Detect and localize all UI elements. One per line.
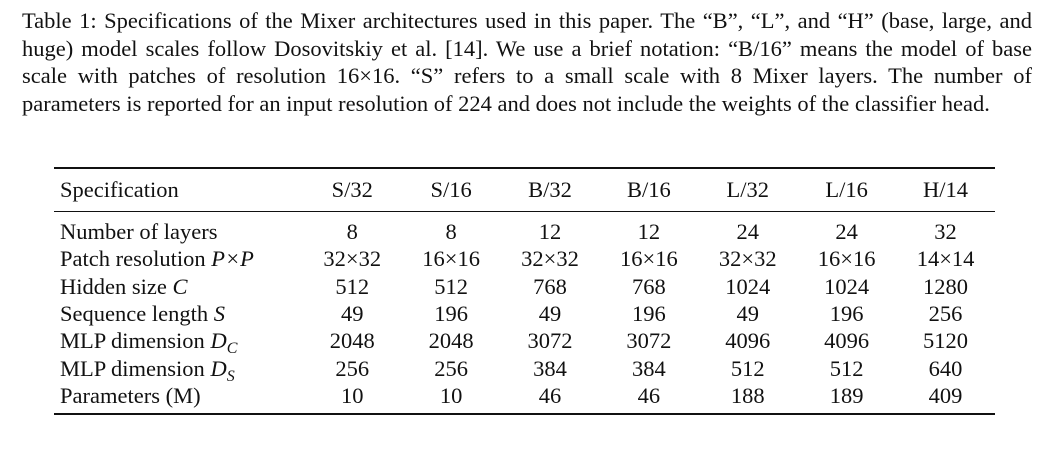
row-number-of-layers: Number of layers 8 8 12 12 24 24 32	[54, 212, 995, 246]
row-label-cell: Number of layers	[54, 212, 303, 246]
table-cell: 196	[632, 301, 666, 327]
table-cell: 196	[829, 301, 864, 327]
table-cell: 768	[632, 273, 666, 299]
table-cell: 3072	[626, 328, 672, 354]
table-cell: 409	[896, 381, 995, 416]
table-cell: 16×16	[817, 246, 876, 272]
row-math-subscript: C	[226, 340, 238, 358]
row-label: Number of layers	[60, 219, 218, 245]
table-cell: 1280	[923, 273, 969, 299]
table-cell: 256	[928, 301, 963, 327]
table-cell: 46	[599, 381, 699, 416]
row-math-symbol: C	[172, 273, 188, 299]
table-cell: 4096	[824, 328, 870, 354]
table-cell: 8	[346, 219, 358, 245]
table-cell: 24	[736, 219, 760, 245]
table-cell: 3072	[527, 328, 573, 354]
row-math-symbol: D	[210, 355, 227, 381]
row-label-cell: Sequence length S	[54, 300, 303, 327]
table-cell: 46	[500, 381, 600, 416]
row-parameters: Parameters (M) 10 10 46 46 188 189 409	[54, 381, 995, 416]
table-cell: 188	[698, 381, 798, 416]
table-cell: 49	[736, 301, 760, 327]
header-col-s32: S/32	[331, 177, 373, 202]
table-cell: 8	[445, 219, 457, 245]
table-cell: 12	[538, 219, 562, 245]
row-hidden-size: Hidden size C 512 512 768 768 1024 1024 1280	[54, 273, 995, 300]
header-col-l32: L/32	[726, 177, 770, 202]
table-cell: 24	[835, 219, 858, 245]
caption-label: Table 1:	[22, 8, 97, 33]
table-cell: 16×16	[422, 246, 480, 272]
row-mlp-dimension-ds: MLP dimension DS 256 256 384 384 512 512 640	[54, 354, 995, 385]
row-label-cell: Hidden size C	[54, 273, 303, 300]
row-mlp-dimension-dc: MLP dimension DC 2048 2048 3072 3072 4096 4096…	[54, 327, 995, 358]
table-cell: 4096	[725, 328, 771, 354]
row-label-cell: MLP dimension DC	[54, 327, 303, 358]
table-cell: 32	[934, 219, 957, 245]
row-label: Patch resolution	[60, 246, 212, 272]
table-cell: 16×16	[620, 246, 678, 272]
specifications-table: Specification S/32 S/16 B/32 B/16 L/32 L…	[54, 167, 995, 416]
table-cell: 5120	[923, 328, 969, 354]
row-math-symbol: D	[210, 328, 227, 354]
table-cell: 768	[533, 273, 567, 299]
table-cell: 512	[434, 273, 469, 299]
row-label-cell: Patch resolution P×P	[54, 245, 303, 272]
table-cell: 32×32	[521, 246, 579, 272]
table-cell: 384	[632, 355, 666, 381]
row-label: Parameters (M)	[60, 382, 201, 408]
table-cell: 640	[928, 355, 963, 381]
row-sequence-length: Sequence length S 49 196 49 196 49 196 256	[54, 300, 995, 327]
table-cell: 10	[302, 381, 402, 416]
table-cell: 2048	[329, 328, 375, 354]
row-math-symbol: P×P	[211, 246, 254, 272]
table-header-row: Specification S/32 S/16 B/32 B/16 L/32 L…	[54, 168, 995, 212]
table-cell: 12	[637, 219, 661, 245]
table-cell: 32×32	[718, 246, 777, 272]
header-col-b32: B/32	[528, 177, 572, 202]
header-specification: Specification	[60, 177, 179, 202]
table-cell: 384	[533, 355, 567, 381]
row-math-symbol: S	[213, 301, 225, 327]
caption-text: Specifications of the Mixer architecture…	[22, 8, 1033, 116]
table-cell: 256	[434, 355, 469, 381]
table-cell: 2048	[428, 328, 474, 354]
header-col-l16: L/16	[825, 177, 868, 202]
row-patch-resolution: Patch resolution P×P 32×32 16×16 32×32 16×16…	[54, 245, 995, 272]
table-cell: 1024	[824, 273, 870, 299]
row-label: MLP dimension	[60, 328, 211, 354]
table-caption: Table 1: Specifications of the Mixer arc…	[22, 7, 1032, 117]
row-label: Sequence length	[60, 301, 214, 327]
table-cell: 512	[335, 273, 370, 299]
row-math-subscript: S	[226, 367, 235, 385]
row-label: Hidden size	[60, 273, 173, 299]
table-cell: 256	[335, 355, 370, 381]
row-label: MLP dimension	[60, 355, 211, 381]
header-col-s16: S/16	[430, 177, 472, 202]
row-label-cell: Parameters (M)	[54, 381, 303, 416]
table-cell: 196	[434, 301, 469, 327]
table-cell: 49	[341, 301, 364, 327]
table-cell: 32×32	[323, 246, 382, 272]
table-cell: 512	[730, 355, 765, 381]
table-cell: 10	[401, 381, 501, 416]
table-cell: 189	[797, 381, 897, 416]
row-label-cell: MLP dimension DS	[54, 354, 303, 385]
table-cell: 512	[829, 355, 864, 381]
header-col-h14: H/14	[923, 177, 969, 202]
header-col-b16: B/16	[627, 177, 671, 202]
table-body: Number of layers 8 8 12 12 24 24 32 Patch resolu…	[54, 212, 995, 416]
table-cell: 14×14	[916, 246, 975, 272]
table-cell: 1024	[725, 273, 771, 299]
table-cell: 49	[538, 301, 562, 327]
